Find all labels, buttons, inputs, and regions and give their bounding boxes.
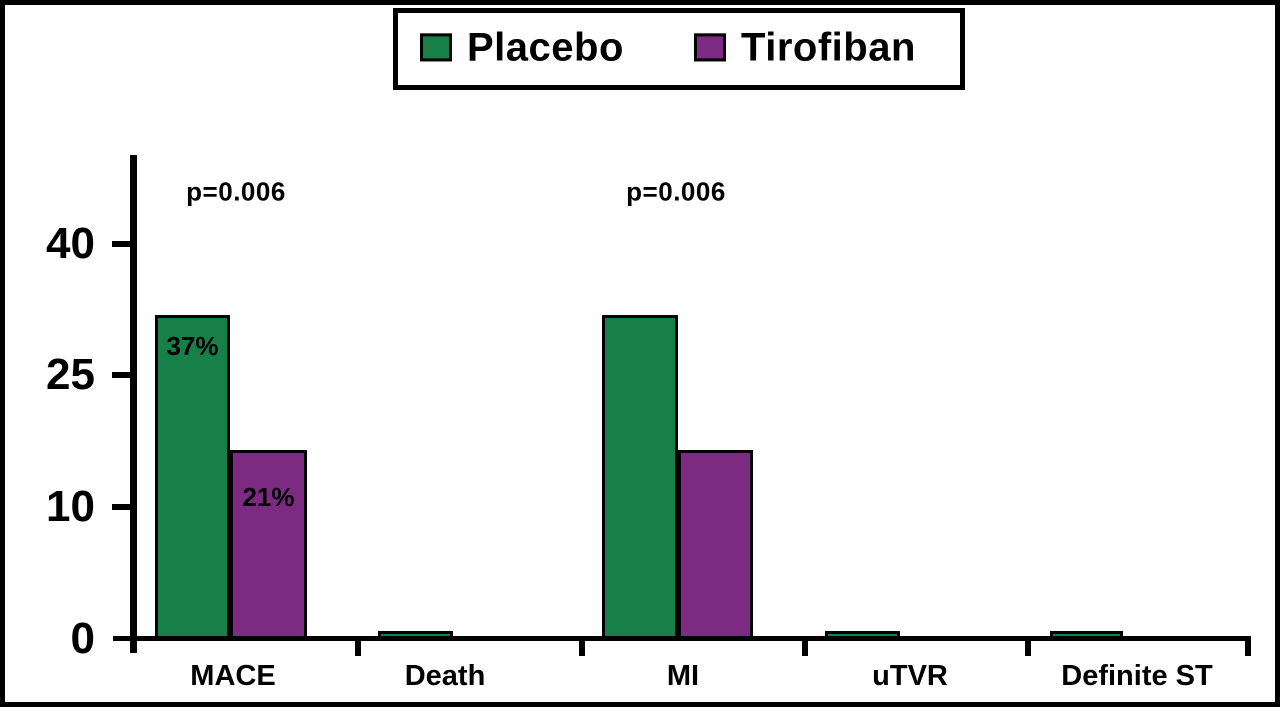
x-axis-line: [113, 636, 1249, 641]
y-tick-label-40: 40: [46, 219, 95, 268]
y-tick-label-0: 0: [70, 614, 95, 663]
p-value-annotation-mace: p=0.006: [186, 176, 286, 207]
y-tick-mark-10: [112, 241, 131, 247]
bar-mace-placebo: [155, 315, 230, 641]
category-label-death: Death: [404, 660, 486, 692]
bar-label-mace-tirofiban: 21%: [242, 482, 295, 512]
y-tick-label-10: 10: [46, 482, 95, 531]
x-axis-group-tick-1: [579, 636, 585, 656]
x-axis-group-tick-0: [355, 636, 361, 656]
bar-label-mace-placebo: 37%: [166, 331, 219, 361]
bar-mi-tirofiban: [678, 450, 753, 641]
category-label-mace: MACE: [190, 660, 276, 692]
legend: Placebo Tirofiban: [393, 8, 965, 90]
bar-mi-placebo: [602, 315, 678, 641]
legend-label-tirofiban: Tirofiban: [741, 25, 916, 70]
y-tick-label-25: 25: [46, 350, 95, 399]
y-axis-line: [130, 155, 137, 653]
y-tick-mark-40: [112, 504, 131, 510]
x-axis-group-tick-3: [1025, 636, 1031, 656]
tirofiban-swatch-icon: [694, 33, 726, 62]
x-axis-group-tick-2: [802, 636, 808, 656]
p-value-annotation-mi: p=0.006: [626, 176, 726, 207]
category-label-utvr: uTVR: [872, 660, 948, 692]
placebo-swatch-icon: [420, 33, 452, 62]
y-tick-mark-25: [112, 372, 131, 378]
bar-mace-tirofiban: [230, 450, 307, 641]
category-label-mi: MI: [666, 660, 700, 692]
legend-entry-tirofiban: Tirofiban: [694, 27, 916, 67]
x-axis-group-tick-4: [1245, 636, 1251, 656]
legend-label-placebo: Placebo: [467, 25, 624, 70]
category-label-definite-st: Definite ST: [1061, 660, 1213, 692]
legend-entry-placebo: Placebo: [420, 27, 624, 67]
